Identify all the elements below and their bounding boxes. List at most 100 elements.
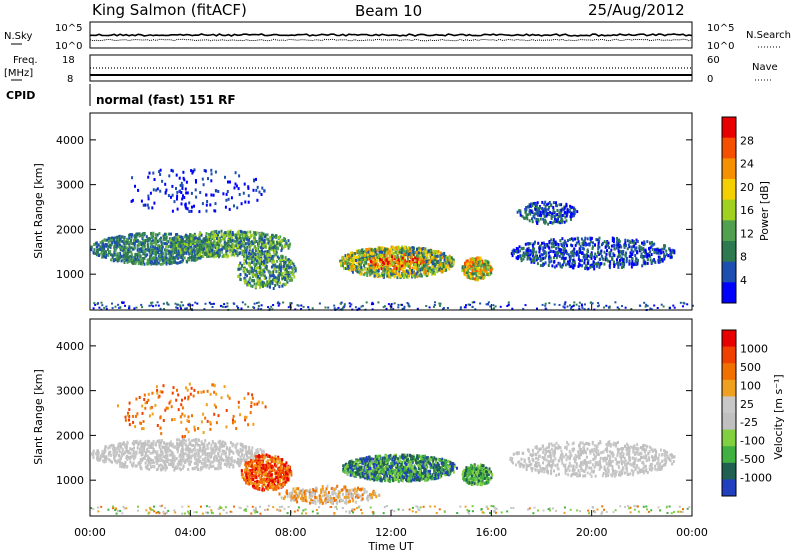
power-cell bbox=[247, 238, 250, 242]
power-cell bbox=[267, 238, 270, 242]
power-cell bbox=[240, 202, 243, 206]
power-cell bbox=[370, 264, 373, 268]
power-cell bbox=[591, 247, 594, 251]
freq-label: Freq. bbox=[13, 55, 38, 66]
power-cell bbox=[467, 265, 470, 269]
power-cell bbox=[224, 305, 227, 308]
power-cell bbox=[370, 266, 373, 270]
power-cell bbox=[443, 268, 446, 272]
power-cell bbox=[216, 241, 219, 245]
power-cell bbox=[181, 184, 184, 188]
power-cell bbox=[638, 246, 641, 250]
power-cell bbox=[673, 306, 676, 309]
power-cell bbox=[188, 249, 191, 253]
power-cell bbox=[491, 267, 494, 271]
power-cell bbox=[375, 249, 378, 253]
power-cell bbox=[565, 250, 568, 254]
power-cell bbox=[538, 211, 541, 215]
power-cell bbox=[536, 201, 539, 205]
power-cell bbox=[190, 237, 193, 241]
power-cell bbox=[364, 252, 367, 256]
power-cell bbox=[388, 273, 391, 277]
power-cell bbox=[250, 250, 253, 253]
power-cell bbox=[526, 242, 529, 246]
power-cell bbox=[190, 234, 193, 238]
power-cell bbox=[344, 267, 347, 270]
power-cell bbox=[136, 248, 139, 252]
power-cell bbox=[526, 251, 529, 255]
power-cell bbox=[466, 262, 469, 266]
power-cell bbox=[225, 231, 228, 235]
power-cell bbox=[239, 251, 242, 255]
power-cell bbox=[265, 267, 268, 271]
power-cell bbox=[354, 264, 357, 268]
power-cell bbox=[349, 258, 352, 262]
power-cell bbox=[221, 255, 224, 259]
power-cell bbox=[117, 303, 120, 306]
power-cell bbox=[360, 253, 363, 257]
power-cell bbox=[531, 217, 533, 221]
power-cell bbox=[128, 233, 131, 237]
power-cell bbox=[659, 259, 662, 263]
power-cell bbox=[258, 263, 261, 267]
power-cell bbox=[120, 255, 123, 259]
power-cell bbox=[403, 273, 406, 276]
power-cell bbox=[465, 268, 468, 272]
power-cell bbox=[341, 259, 344, 263]
power-cell bbox=[574, 262, 576, 266]
power-cell bbox=[253, 235, 256, 239]
power-cell bbox=[529, 257, 532, 261]
power-cell bbox=[668, 247, 671, 251]
power-cell bbox=[284, 282, 287, 286]
power-cell bbox=[229, 234, 232, 238]
power-cell bbox=[271, 271, 274, 274]
power-cell bbox=[381, 272, 384, 276]
power-cell bbox=[143, 243, 146, 247]
power-cell bbox=[254, 275, 257, 279]
power-cell bbox=[406, 270, 409, 273]
power-cell bbox=[639, 248, 642, 252]
power-cell bbox=[403, 266, 406, 270]
power-cell bbox=[185, 251, 188, 255]
power-cell bbox=[663, 247, 666, 251]
power-cell bbox=[167, 249, 170, 253]
power-cell bbox=[663, 257, 666, 261]
power-cell bbox=[140, 258, 143, 262]
power-cell bbox=[268, 279, 271, 283]
power-cell bbox=[243, 271, 246, 274]
power-cell bbox=[131, 258, 134, 262]
power-cell bbox=[619, 243, 622, 247]
power-cell bbox=[386, 274, 389, 278]
power-cell bbox=[188, 252, 191, 256]
power-cell bbox=[262, 252, 265, 255]
power-cell bbox=[386, 262, 389, 266]
power-cell bbox=[473, 272, 476, 276]
power-cell bbox=[259, 236, 262, 240]
power-cell bbox=[436, 264, 439, 267]
power-cell bbox=[257, 301, 260, 304]
power-cell bbox=[632, 250, 635, 254]
power-cell bbox=[630, 308, 633, 310]
power-cell bbox=[440, 256, 443, 260]
power-cell bbox=[479, 302, 482, 305]
power-cell bbox=[164, 182, 167, 186]
power-cell bbox=[220, 232, 223, 236]
power-cell bbox=[410, 252, 413, 256]
power-cell bbox=[151, 242, 154, 246]
power-cell bbox=[141, 246, 144, 250]
power-cell bbox=[283, 260, 285, 264]
power-cell bbox=[424, 264, 426, 268]
power-cell bbox=[398, 259, 401, 263]
power-cell bbox=[154, 304, 157, 307]
power-cell bbox=[358, 253, 361, 257]
power-cell bbox=[555, 264, 558, 268]
power-cell bbox=[578, 301, 581, 304]
power-cell bbox=[229, 230, 232, 234]
power-cell bbox=[222, 245, 225, 249]
power-cell bbox=[245, 231, 248, 235]
power-cell bbox=[175, 247, 178, 251]
power-cell bbox=[176, 307, 179, 310]
velocity-cell bbox=[152, 461, 155, 465]
power-cell bbox=[133, 242, 136, 246]
power-cell bbox=[272, 263, 275, 267]
